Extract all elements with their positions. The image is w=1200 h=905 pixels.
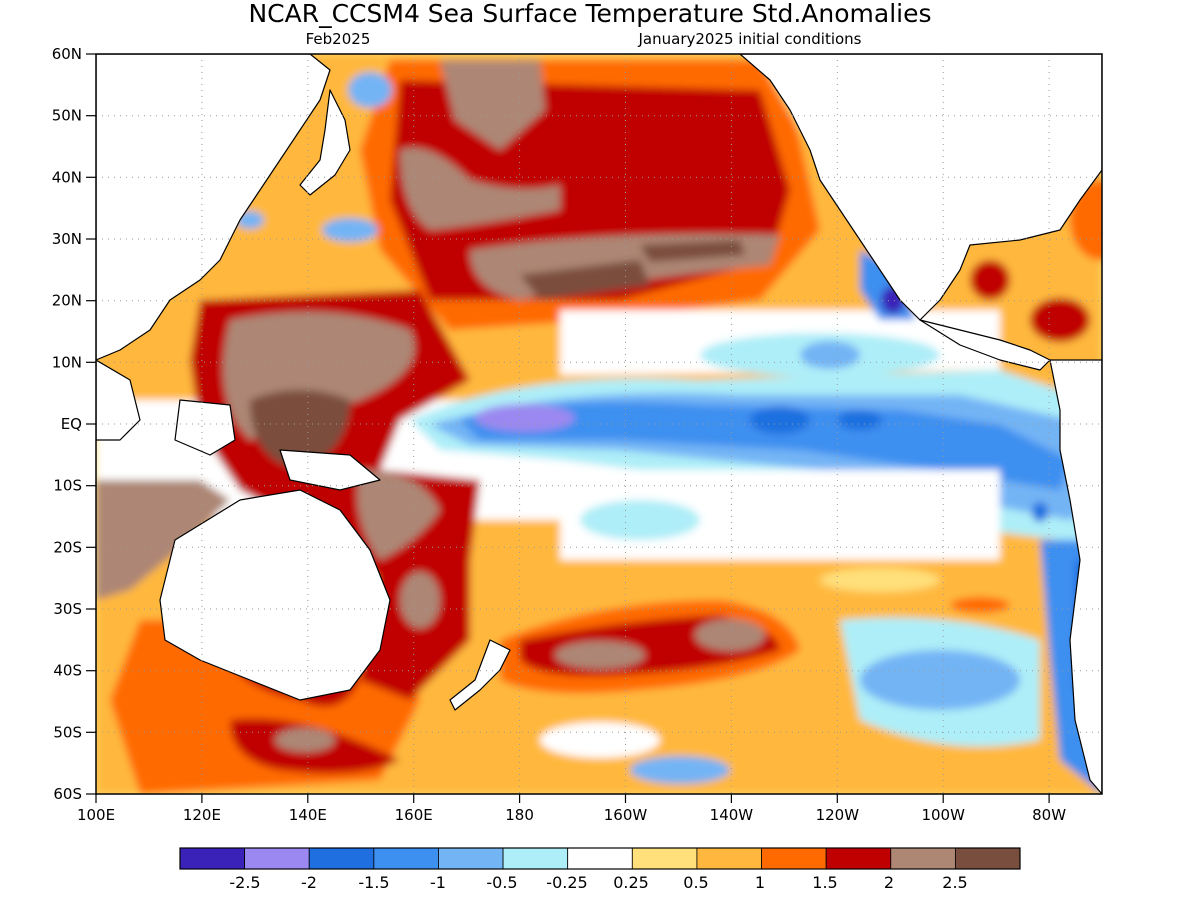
lon-label: 80W bbox=[1032, 806, 1066, 824]
lat-label: 10S bbox=[53, 477, 82, 495]
land-japan bbox=[299, 89, 351, 196]
colorbar-label: -2 bbox=[301, 873, 317, 892]
colorbar-swatch bbox=[696, 847, 762, 870]
colorbar-label: -0.5 bbox=[486, 873, 517, 892]
lon-label: 180 bbox=[505, 806, 534, 824]
lon-label: 100W bbox=[921, 806, 965, 824]
lat-label: 40N bbox=[52, 168, 82, 186]
land-new-zealand bbox=[449, 639, 511, 711]
colorbar-label: -0.25 bbox=[546, 873, 587, 892]
lat-label: 40S bbox=[53, 662, 82, 680]
lon-label: 160E bbox=[395, 806, 433, 824]
colorbar-swatch bbox=[308, 847, 375, 870]
colorbar-label: 2.5 bbox=[942, 873, 967, 892]
colorbar-label: -1 bbox=[430, 873, 446, 892]
lat-label: 60S bbox=[53, 785, 82, 803]
lat-label: 20S bbox=[53, 538, 82, 556]
colorbar-swatch bbox=[567, 847, 633, 870]
colorbar-label: 0.5 bbox=[683, 873, 708, 892]
colorbar-swatch bbox=[373, 847, 439, 870]
colorbar-swatch bbox=[179, 847, 246, 870]
map-title: NCAR_CCSM4 Sea Surface Temperature Std.A… bbox=[248, 0, 931, 28]
colorbar: -2.5 -2 -1.5 -1 -0.5 -0.25 0.25 0.5 1 1.… bbox=[179, 847, 1021, 892]
land-new-guinea bbox=[279, 449, 381, 491]
colorbar-labels: -2.5 -2 -1.5 -1 -0.5 -0.25 0.25 0.5 1 1.… bbox=[229, 873, 967, 892]
lon-label: 160W bbox=[604, 806, 648, 824]
colorbar-label: 0.25 bbox=[613, 873, 649, 892]
lat-label: 30S bbox=[53, 600, 82, 618]
colorbar-label: 2 bbox=[884, 873, 894, 892]
lat-label: 10N bbox=[52, 353, 82, 371]
lat-label: 20N bbox=[52, 292, 82, 310]
colorbar-swatch bbox=[954, 847, 1021, 870]
latitude-labels: 60N 50N 40N 30N 20N 10N EQ 10S 20S 30S 4… bbox=[52, 45, 82, 803]
map-panel bbox=[95, 53, 1103, 795]
longitude-labels: 100E 120E 140E 160E 180 160W 140W 120W 1… bbox=[77, 806, 1066, 824]
land-borneo bbox=[174, 399, 236, 456]
colorbar-label: 1 bbox=[755, 873, 765, 892]
land-australia bbox=[159, 489, 391, 701]
lon-label: 140E bbox=[289, 806, 327, 824]
colorbar-swatch bbox=[631, 847, 698, 870]
lon-label: 140W bbox=[710, 806, 754, 824]
colorbar-swatch bbox=[244, 847, 310, 870]
colorbar-label: -2.5 bbox=[229, 873, 260, 892]
colorbar-swatch bbox=[502, 847, 569, 870]
lat-label: 30N bbox=[52, 230, 82, 248]
colorbar-frame bbox=[179, 847, 1021, 870]
lat-label: 50S bbox=[53, 723, 82, 741]
forecast-month: Feb2025 bbox=[306, 30, 371, 48]
lon-label: 120W bbox=[816, 806, 860, 824]
lon-label: 100E bbox=[77, 806, 115, 824]
lon-label: 120E bbox=[183, 806, 221, 824]
colorbar-swatch bbox=[438, 847, 504, 870]
colorbar-swatch bbox=[825, 847, 892, 870]
coastlines bbox=[96, 54, 1102, 794]
colorbar-label: -1.5 bbox=[358, 873, 389, 892]
colorbar-swatch bbox=[761, 847, 827, 870]
colorbar-swatch bbox=[890, 847, 956, 870]
colorbar-swatches bbox=[179, 847, 1021, 870]
lat-label: 50N bbox=[52, 107, 82, 125]
land-south-america bbox=[1049, 359, 1102, 794]
lat-label: EQ bbox=[61, 415, 82, 433]
land-indochina bbox=[96, 359, 141, 441]
initial-conditions: January2025 initial conditions bbox=[638, 30, 862, 48]
lat-label: 60N bbox=[52, 45, 82, 63]
colorbar-label: 1.5 bbox=[812, 873, 837, 892]
axis-ticks bbox=[86, 53, 1050, 803]
land-asia bbox=[96, 54, 331, 361]
